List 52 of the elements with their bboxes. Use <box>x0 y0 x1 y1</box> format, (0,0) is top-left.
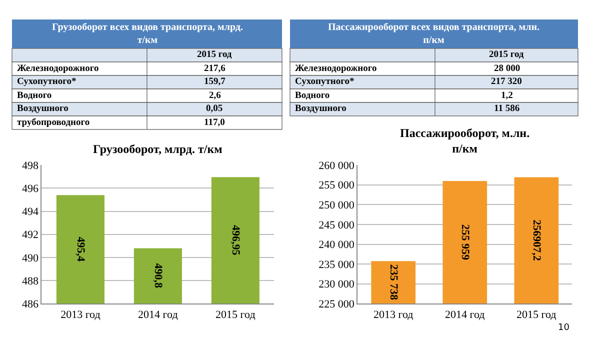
x-tick-label: 2014 год <box>138 308 178 321</box>
text: 2015 год <box>489 50 524 60</box>
data-label: 495,4 <box>74 236 86 262</box>
chart-title: Пассажирооборот, м.лн. п/км <box>400 126 530 156</box>
text: 0,05 <box>206 104 223 114</box>
category-label: Железнодорожного <box>17 64 99 74</box>
y-tick-label: 488 <box>22 275 40 288</box>
data-label: 256907,2 <box>530 220 542 262</box>
text: 2,6 <box>209 91 221 101</box>
y-tick-label: 230 000 <box>318 278 355 291</box>
category-label: Водного <box>295 91 330 101</box>
text: 117,0 <box>204 118 225 128</box>
y-tick-label: 490 <box>22 252 40 264</box>
y-tick-label: 245 000 <box>318 219 355 232</box>
text: 1,2 <box>501 91 513 101</box>
y-tick-label: 494 <box>22 206 40 218</box>
y-tick-label: 260 000 <box>318 160 355 172</box>
x-tick-label: 2013 год <box>60 308 101 321</box>
category-label: Водного <box>17 91 52 101</box>
y-tick-label: 492 <box>22 229 39 242</box>
x-tick-label: 2015 год <box>216 308 256 321</box>
y-tick-label: 235 000 <box>318 258 355 271</box>
y-tick-label: 250 000 <box>318 200 355 212</box>
category-label: Сухопутного* <box>17 77 76 87</box>
x-tick-label: 2013 год <box>373 308 414 321</box>
text: 11 586 <box>494 104 520 114</box>
category-label: Сухопутного* <box>295 77 354 87</box>
y-tick-label: 240 000 <box>318 239 355 252</box>
text: 10 <box>558 323 570 333</box>
data-label: 255 959 <box>458 224 471 260</box>
y-tick-label: 498 <box>22 160 40 172</box>
text: 2015 год <box>197 50 232 60</box>
category-label: Воздушного <box>17 104 69 114</box>
category-label: Воздушного <box>295 104 347 114</box>
chart-title: Грузооборот, млрд. т/км <box>93 142 222 156</box>
x-tick-label: 2015 год <box>516 308 557 321</box>
y-tick-label: 225 000 <box>318 298 355 310</box>
y-tick-label: 255 000 <box>318 180 355 192</box>
y-tick-label: 496 <box>22 183 40 195</box>
y-tick-label: 486 <box>22 298 40 310</box>
category-label: трубопроводного <box>17 118 90 128</box>
text: 159,7 <box>204 77 226 87</box>
category-label: Железнодорожного <box>295 64 377 74</box>
x-tick-label: 2014 год <box>444 308 486 321</box>
data-label: 235 738 <box>387 264 400 301</box>
text: 28 000 <box>494 64 520 74</box>
text: 217,6 <box>204 64 226 74</box>
text: Пассажирооборот всех видов транспорта, млн. п/км <box>328 22 540 46</box>
data-label: 490,8 <box>152 263 164 289</box>
text: 217 320 <box>491 77 522 87</box>
text: Грузооборот всех видов транспорта, млрд. т/км <box>52 22 244 46</box>
data-label: 496,95 <box>229 225 242 256</box>
